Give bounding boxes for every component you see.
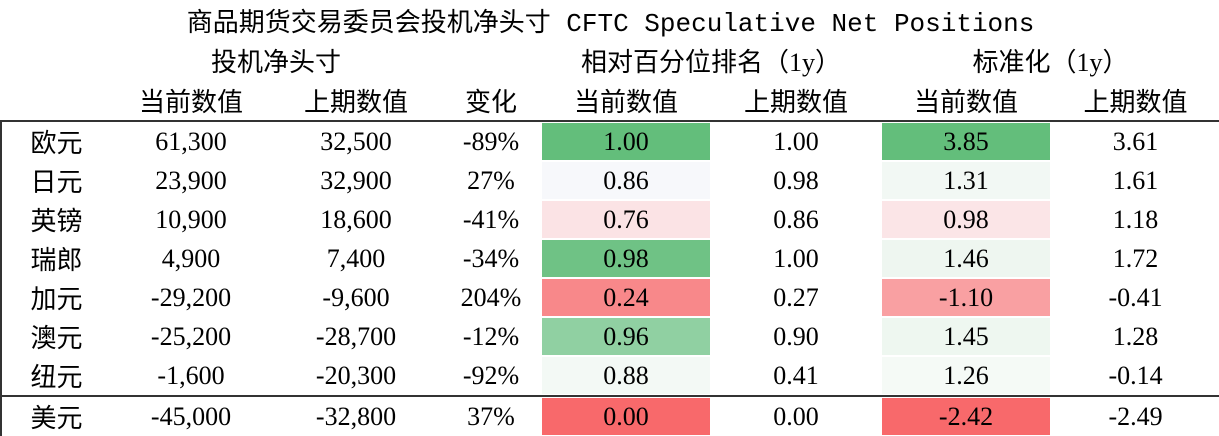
cell: -0.14 [1108,360,1163,390]
data-row: 澳元 -25,200 -28,700 -12% 0.96 0.90 1.45 1.28 [0,317,1219,356]
row-label: 加元 [0,278,111,317]
cell: -29,200 [150,282,232,312]
cell: -92% [462,360,520,390]
row-label: 日元 [0,161,111,200]
cell: 0.00 [541,395,711,436]
data-row: 美元 -45,000 -32,800 37% 0.00 0.00 -2.42 -2.49 [0,395,1219,436]
cell: 27% [467,165,515,195]
column-header: 上期数值 [303,87,408,117]
cell: 1.61 [1112,165,1159,195]
cell: 0.96 [541,317,711,356]
cell: 0.27 [773,282,819,312]
cell: 3.61 [1051,120,1219,161]
cell: 10,900 [155,204,227,234]
cell: 1.31 [881,161,1051,200]
data-row: 欧元 61,300 32,500 -89% 1.00 1.00 3.85 3.61 [0,120,1219,161]
cell: 1.46 [881,239,1051,278]
cell: 0.90 [773,321,819,351]
cell: 0.88 [541,356,711,396]
column-header: 当前数值 [913,87,1018,117]
cell: -1,600 [157,360,225,390]
cell: 0.00 [711,395,881,436]
cell: 1.18 [1112,204,1159,234]
column-header: 当前数值 [138,87,243,117]
title: 商品期货交易委员会投机净头寸 CFTC Speculative Net Posi… [186,8,1035,39]
cell: -9,600 [322,282,390,312]
cell: 1.26 [881,356,1051,396]
cell: 1.00 [711,120,881,161]
data-row: 英镑 10,900 18,600 -41% 0.76 0.86 0.98 1.18 [0,200,1219,239]
column-header: 变化 [464,87,517,117]
row-label: 美元 [0,395,111,436]
group-header: 投机净头寸 [210,47,341,77]
cell: 1.00 [541,120,711,161]
cell: 0.24 [541,278,711,317]
cell: 61,300 [111,120,271,161]
cell: -34% [462,243,520,273]
cell: 1.00 [773,243,819,273]
row-label: 瑞郎 [0,239,111,278]
data-row: 加元 -29,200 -9,600 204% 0.24 0.27 -1.10 -0.41 [0,278,1219,317]
data-row: 纽元 -1,600 -20,300 -92% 0.88 0.41 1.26 -0.14 [0,356,1219,396]
data-row: 日元 23,900 32,900 27% 0.86 0.98 1.31 1.61 [0,161,1219,200]
group-header: 标准化（1y） [972,47,1129,77]
cell: -25,200 [150,321,232,351]
cell: -32,800 [271,395,441,436]
cell: -20,300 [315,360,397,390]
cell: -1.10 [881,278,1051,317]
cell: -28,700 [315,321,397,351]
cell: 7,400 [326,243,386,273]
cell: 3.85 [881,120,1051,161]
cell: -41% [462,204,520,234]
cell: 0.86 [773,204,819,234]
cell: 0.98 [881,200,1051,239]
cell: 32,500 [271,120,441,161]
column-header: 上期数值 [743,87,848,117]
column-row: 当前数值 上期数值 变化 当前数值 上期数值 当前数值 上期数值 [1,80,1219,121]
cell: 0.41 [773,360,819,390]
cell: -2.49 [1051,395,1219,436]
cell: 1.45 [881,317,1051,356]
cell: 204% [460,282,522,312]
cell: 0.76 [541,200,711,239]
cell: 32,900 [320,165,392,195]
column-header: 上期数值 [1083,87,1188,117]
cell: 1.28 [1112,321,1159,351]
cell: -2.42 [881,395,1051,436]
cell: 0.98 [773,165,819,195]
title-row: 商品期货交易委员会投机净头寸 CFTC Speculative Net Posi… [1,0,1219,40]
cell: -89% [441,120,541,161]
row-label: 欧元 [0,120,111,161]
group-row: 投机净头寸 相对百分位排名（1y） 标准化（1y） [1,40,1219,80]
row-label: 澳元 [0,317,111,356]
cell: 23,900 [155,165,227,195]
cell: 18,600 [320,204,392,234]
cell: 4,900 [161,243,221,273]
cell: 1.72 [1112,243,1159,273]
row-label: 英镑 [0,200,111,239]
cell: 0.86 [541,161,711,200]
row-label: 纽元 [0,356,111,396]
data-row: 瑞郎 4,900 7,400 -34% 0.98 1.00 1.46 1.72 [0,239,1219,278]
cell: 0.98 [541,239,711,278]
cell: -12% [462,321,520,351]
column-header: 当前数值 [573,87,678,117]
cell: -0.41 [1108,282,1163,312]
cell: -45,000 [111,395,271,436]
group-header: 相对百分位排名（1y） [580,47,841,77]
cell: 37% [441,395,541,436]
